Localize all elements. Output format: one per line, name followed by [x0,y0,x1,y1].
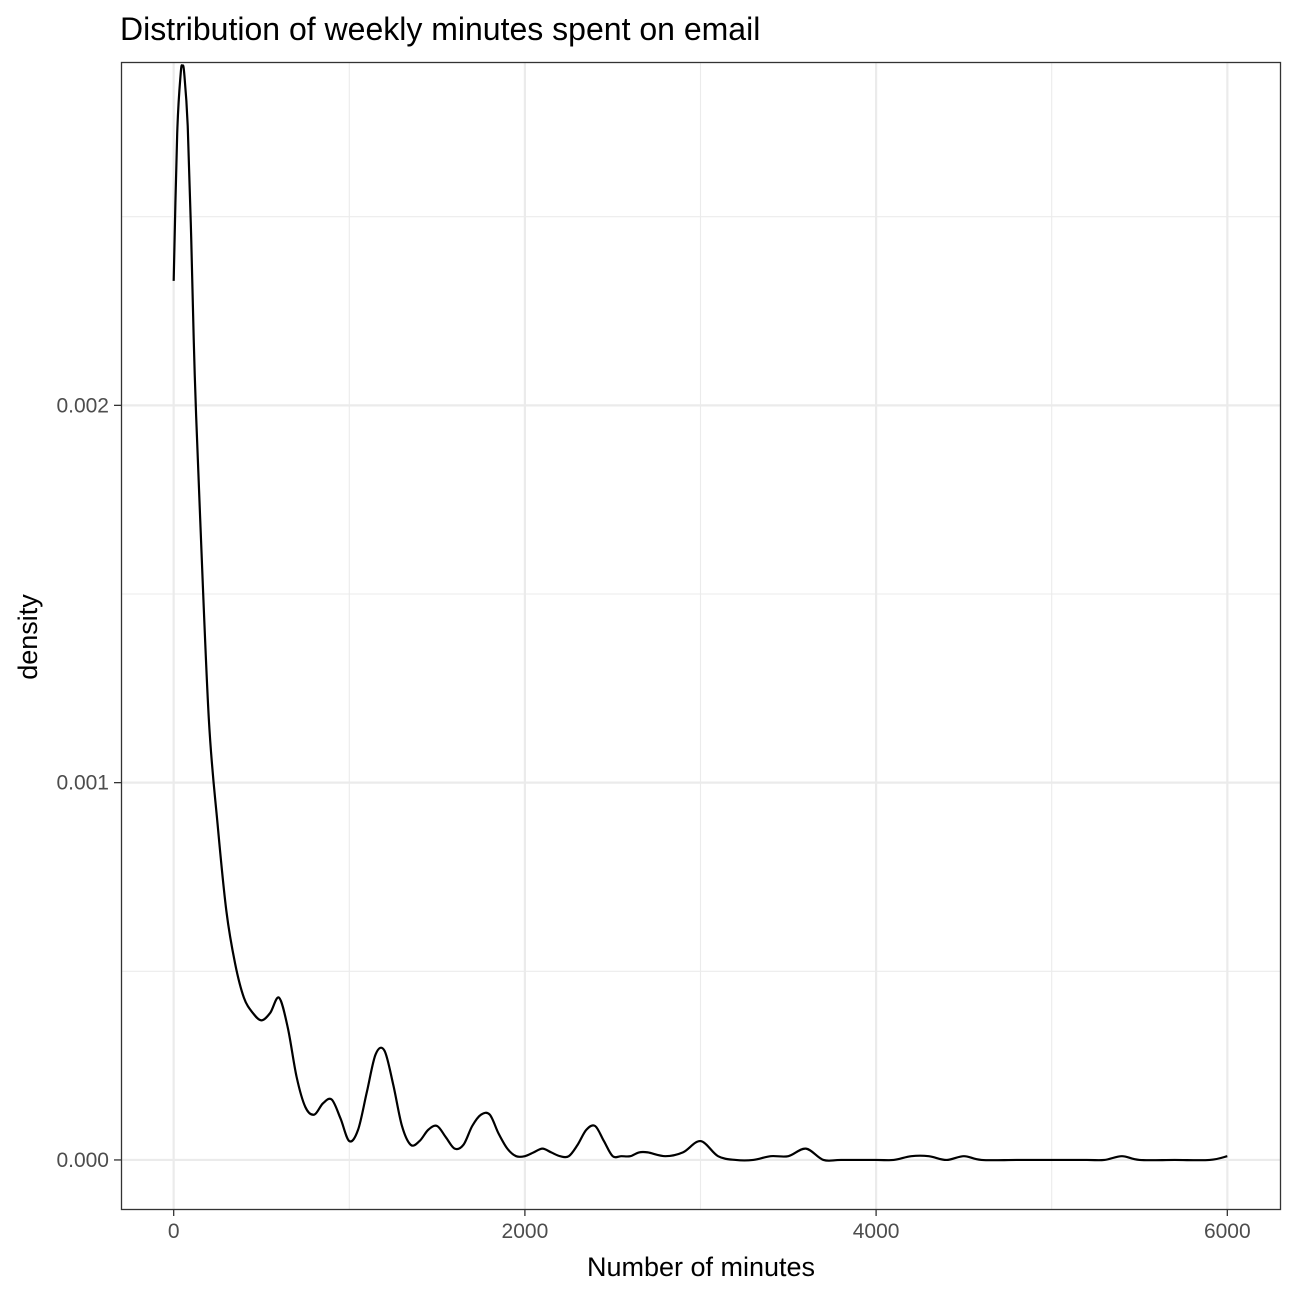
chart-title: Distribution of weekly minutes spent on … [120,11,760,47]
x-tick-label: 2000 [502,1220,549,1243]
density-line [172,64,1228,1162]
panel-border [120,61,1282,1211]
x-tick-label: 6000 [1204,1220,1251,1243]
axes: 0 2000 4000 6000 0.000 0.001 0.002 [56,394,1250,1243]
y-tick-label: 0.002 [56,394,109,417]
x-axis-title: Number of minutes [587,1252,815,1282]
plot-area [172,64,1228,1162]
grid-lines [121,62,1280,1209]
x-tick-label: 4000 [853,1220,900,1243]
y-tick-label: 0.000 [56,1149,109,1172]
y-axis-title: density [13,594,43,680]
x-tick-label: 0 [168,1220,180,1243]
y-tick-label: 0.001 [56,772,109,795]
